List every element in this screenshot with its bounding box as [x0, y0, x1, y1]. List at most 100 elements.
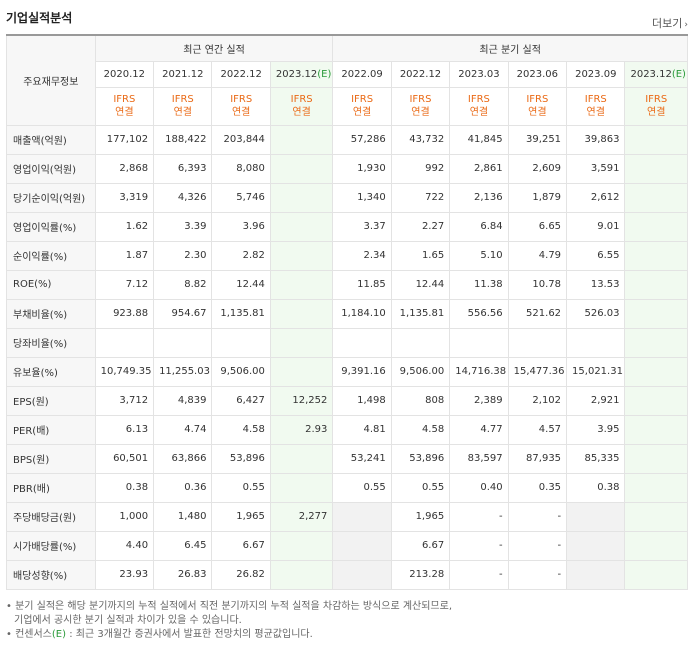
table-row: 영업이익(억원) 2,868 6,393 8,080 1,930 992 2,861 2,60…	[6, 153, 688, 184]
period-header-quarter-1: 2022.12	[390, 60, 451, 88]
cell-annual	[269, 530, 334, 561]
ifrs-header: IFRS 연결	[390, 86, 451, 126]
cell-annual: 11,255.03	[153, 356, 213, 387]
period-header-quarter-5: 2023.12(E)	[624, 60, 688, 88]
cell-quarter: 4.57	[507, 414, 568, 445]
more-link[interactable]: 더보기 ›	[652, 15, 688, 31]
cell-quarter: 1,184.10	[332, 298, 392, 329]
estimate-tag: (E)	[317, 68, 332, 80]
cell-annual: 188,422	[153, 124, 213, 155]
cell-quarter: 0.55	[390, 472, 451, 503]
cell-quarter: 4.58	[390, 414, 451, 445]
cell-annual: 4.40	[94, 530, 155, 561]
cell-quarter	[624, 240, 688, 271]
cell-quarter: 1,930	[332, 153, 392, 184]
footnote-3: • 컨센서스(E) : 최근 3개월간 증권사에서 발표한 전망치의 평균값입니…	[6, 629, 313, 640]
cell-quarter: 0.38	[566, 472, 626, 503]
cell-annual: 0.38	[94, 472, 155, 503]
cell-quarter: 2,612	[566, 182, 626, 213]
cell-quarter	[624, 327, 688, 358]
cell-annual: 1,480	[153, 501, 213, 532]
cell-annual	[269, 327, 334, 358]
cell-quarter	[624, 443, 688, 474]
cell-quarter: 87,935	[507, 443, 568, 474]
footnotes: • 분기 실적은 해당 분기까지의 누적 실적에서 직전 분기까지의 누적 실적…	[6, 600, 452, 642]
table-row: PBR(배) 0.38 0.36 0.55 0.55 0.55 0.40 0.35 0.38	[6, 472, 688, 503]
cell-annual: 7.12	[94, 269, 155, 300]
cell-quarter: 6.67	[390, 530, 451, 561]
cell-annual: 4.58	[211, 414, 271, 445]
cell-annual: 1,965	[211, 501, 271, 532]
quarter-group-header: 최근 분기 실적	[332, 34, 688, 62]
cell-quarter: 2,609	[507, 153, 568, 184]
table-row: 유보율(%) 10,749.35 11,255.03 9,506.00 9,391.16…	[6, 356, 688, 387]
row-label: 배당성향(%)	[6, 559, 96, 590]
cell-annual: 6.67	[211, 530, 271, 561]
cell-annual: 2.82	[211, 240, 271, 271]
cell-annual	[269, 472, 334, 503]
cell-quarter: 13.53	[566, 269, 626, 300]
ifrs-header: IFRS 연결	[332, 86, 392, 126]
ifrs-header: IFRS 연결	[269, 86, 334, 126]
period-header-quarter-2: 2023.03	[449, 60, 509, 88]
cell-annual: 1.87	[94, 240, 155, 271]
cell-quarter: 1,135.81	[390, 298, 451, 329]
cell-quarter: 2,389	[449, 385, 509, 416]
row-label: EPS(원)	[6, 385, 96, 416]
cell-quarter: 1,498	[332, 385, 392, 416]
cell-quarter: 2.34	[332, 240, 392, 271]
cell-quarter	[507, 327, 568, 358]
cell-quarter	[624, 559, 688, 590]
cell-annual: 3.96	[211, 211, 271, 242]
cell-annual	[269, 298, 334, 329]
cell-quarter: 41,845	[449, 124, 509, 155]
table-row: 매출액(억원) 177,102 188,422 203,844 57,286 43,732…	[6, 124, 688, 155]
cell-annual: 63,866	[153, 443, 213, 474]
cell-quarter: 39,251	[507, 124, 568, 155]
estimate-tag: (E)	[671, 68, 686, 80]
period-header-annual-1: 2021.12	[153, 60, 213, 88]
cell-annual: 923.88	[94, 298, 155, 329]
more-label: 더보기	[652, 17, 683, 30]
cell-quarter: 11.38	[449, 269, 509, 300]
period-header-quarter-4: 2023.09	[566, 60, 626, 88]
table-row: EPS(원) 3,712 4,839 6,427 12,252 1,498 808 2,389…	[6, 385, 688, 416]
cell-annual: 3,319	[94, 182, 155, 213]
cell-annual: 60,501	[94, 443, 155, 474]
cell-annual: 203,844	[211, 124, 271, 155]
ifrs-header: IFRS 연결	[507, 86, 568, 126]
cell-quarter	[624, 211, 688, 242]
table-row: 주당배당금(원) 1,000 1,480 1,965 2,277 1,965- -	[6, 501, 688, 532]
row-label: BPS(원)	[6, 443, 96, 474]
table-row: 순이익률(%) 1.87 2.30 2.82 2.34 1.65 5.10 4.79 6.55	[6, 240, 688, 271]
cell-quarter: 4.77	[449, 414, 509, 445]
cell-annual	[269, 153, 334, 184]
cell-quarter: 2,102	[507, 385, 568, 416]
cell-annual: 26.83	[153, 559, 213, 590]
cell-annual: 6.45	[153, 530, 213, 561]
cell-quarter: -	[449, 501, 509, 532]
cell-quarter: 808	[390, 385, 451, 416]
table-row: 시가배당률(%) 4.40 6.45 6.67 6.67- -	[6, 530, 688, 561]
ifrs-header: IFRS 연결	[566, 86, 626, 126]
cell-annual: 954.67	[153, 298, 213, 329]
cell-quarter: 6.84	[449, 211, 509, 242]
cell-quarter	[332, 530, 392, 561]
table-row: PER(배) 6.13 4.74 4.58 2.93 4.81 4.58 4.77 4.57 3.…	[6, 414, 688, 445]
cell-quarter: 12.44	[390, 269, 451, 300]
ifrs-header: IFRS 연결	[211, 86, 271, 126]
cell-quarter: 57,286	[332, 124, 392, 155]
cell-quarter	[624, 298, 688, 329]
ifrs-header: IFRS 연결	[94, 86, 155, 126]
cell-annual	[269, 269, 334, 300]
cell-quarter	[332, 327, 392, 358]
cell-quarter: 9,391.16	[332, 356, 392, 387]
row-label: 당기순이익(억원)	[6, 182, 96, 213]
row-label: ROE(%)	[6, 269, 96, 300]
cell-quarter: 83,597	[449, 443, 509, 474]
period-header-annual-0: 2020.12	[94, 60, 155, 88]
cell-quarter	[566, 327, 626, 358]
cell-quarter: 0.35	[507, 472, 568, 503]
cell-annual	[269, 182, 334, 213]
row-label: 당좌비율(%)	[6, 327, 96, 358]
